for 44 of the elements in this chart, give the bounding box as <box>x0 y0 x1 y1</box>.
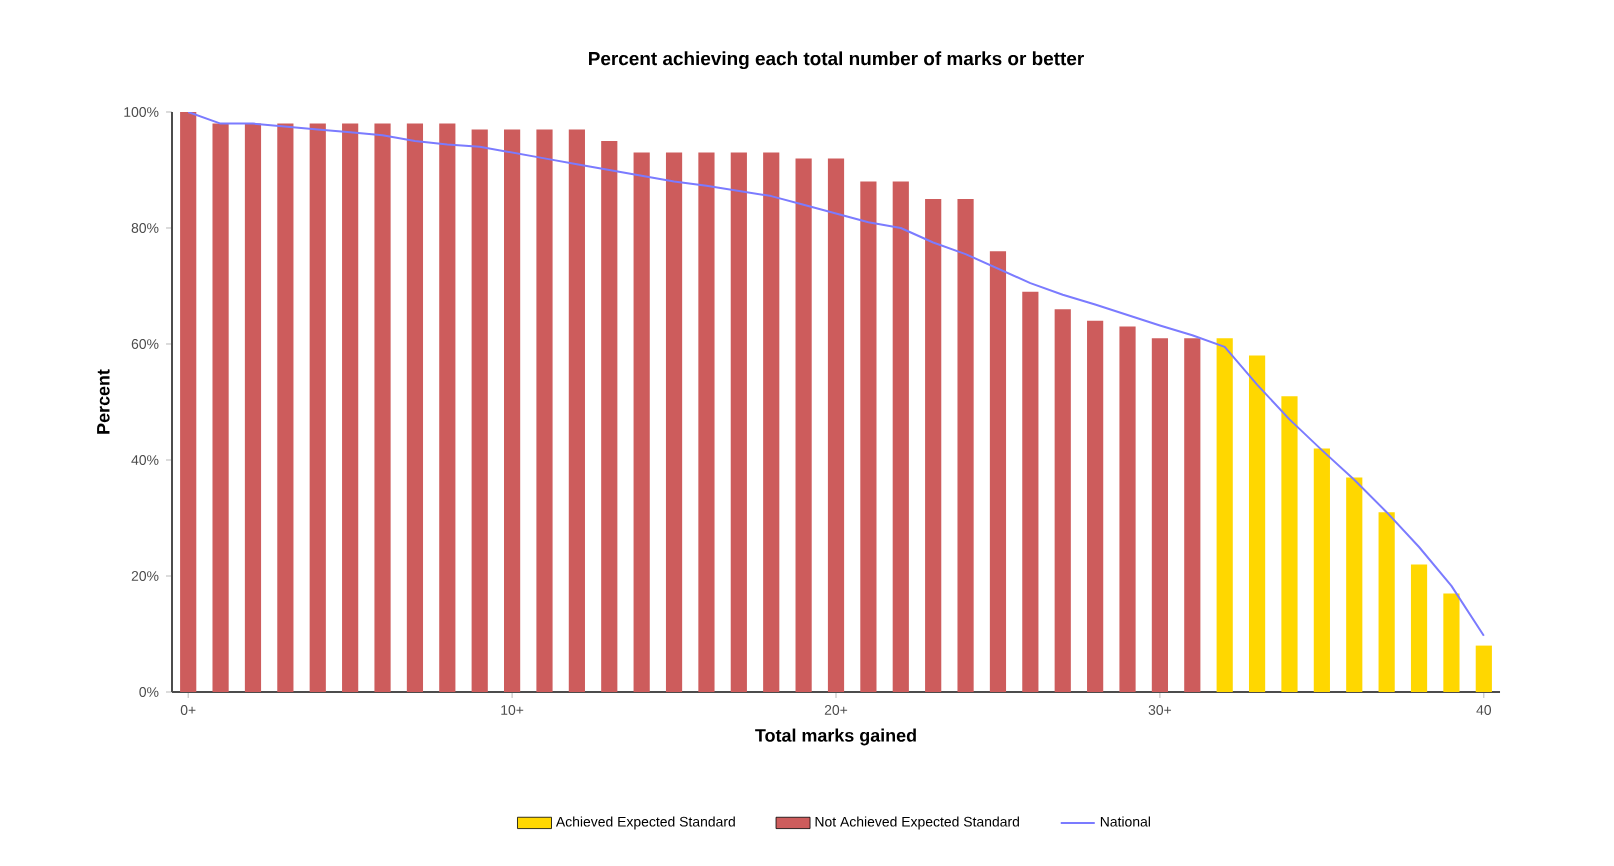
bar <box>957 198 974 692</box>
bar <box>633 152 650 692</box>
bar <box>1281 396 1298 692</box>
bar <box>1216 338 1233 692</box>
bar <box>795 158 812 692</box>
bar <box>277 123 294 692</box>
bar <box>1119 326 1136 692</box>
bar <box>1022 291 1039 692</box>
bar <box>342 123 359 692</box>
bar <box>892 181 909 692</box>
bar <box>180 111 197 692</box>
bar <box>406 123 424 692</box>
bar <box>309 123 326 692</box>
bar <box>698 152 715 692</box>
bar <box>471 129 488 692</box>
bar <box>860 181 877 692</box>
bar <box>1443 593 1460 692</box>
bar <box>1151 338 1169 692</box>
bar <box>1410 564 1428 692</box>
bar <box>925 198 942 692</box>
bar <box>536 129 553 692</box>
bar <box>1346 477 1363 692</box>
bar <box>827 158 845 692</box>
bar <box>439 123 456 692</box>
bar <box>1475 645 1492 692</box>
x-axis-title: Total marks gained <box>755 728 916 746</box>
bar <box>212 123 229 692</box>
bar <box>989 251 1007 692</box>
bar <box>1378 512 1395 692</box>
bar <box>1087 320 1104 692</box>
bar <box>601 140 618 692</box>
bar <box>504 129 521 692</box>
y-axis-title: Percent <box>97 369 110 434</box>
bar <box>1313 448 1330 692</box>
bar <box>374 123 391 692</box>
bar <box>244 123 262 692</box>
bar <box>1184 338 1201 692</box>
bar <box>1248 355 1266 692</box>
bar <box>665 152 683 692</box>
bar <box>763 152 780 692</box>
bar <box>568 129 585 692</box>
chart-title: Percent achieving each total number of marks or better <box>589 51 1084 70</box>
bar <box>1054 309 1071 692</box>
bar <box>730 152 747 692</box>
